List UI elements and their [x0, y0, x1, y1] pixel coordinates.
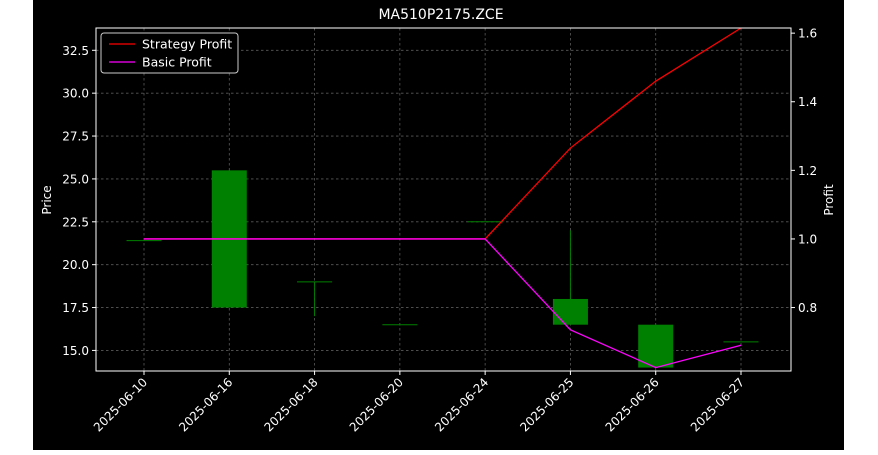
y-tick-label-left: 17.5 [62, 301, 89, 315]
x-tick-label: 2025-06-27 [688, 375, 747, 434]
y-tick-label-right: 1.4 [798, 95, 817, 109]
y-tick-label-right: 1.0 [798, 232, 817, 246]
x-tick-label: 2025-06-10 [91, 375, 150, 434]
x-tick-label: 2025-06-24 [432, 375, 491, 434]
y-tick-label-left: 25.0 [62, 172, 89, 186]
legend-box [100, 32, 239, 74]
chart-title: MA510P2175.ZCE [378, 7, 503, 23]
y-tick-label-right: 1.6 [798, 27, 817, 41]
y-axis-label-left: Price [40, 185, 54, 214]
y-axis-label-right: Profit [822, 184, 836, 216]
candles [126, 170, 759, 368]
series-line-1 [144, 238, 742, 369]
x-tick-label: 2025-06-16 [176, 375, 235, 434]
left-y-axis: 15.0 17.5 20.0 22.5 25.0 27.5 30.0 32.5 [62, 44, 96, 358]
grid-lines [96, 28, 791, 371]
y-tick-label-left: 22.5 [62, 215, 89, 229]
y-tick-label-left: 32.5 [62, 44, 89, 58]
right-y-axis: 0.8 1.0 1.2 1.4 1.6 [791, 27, 817, 315]
x-tick-label: 2025-06-18 [261, 375, 320, 434]
plot-frame [95, 27, 792, 372]
x-tick-label: 2025-06-26 [603, 375, 662, 434]
chart-figure: MA510P2175.ZCE 15.0 17.5 20.0 22.5 25.0 27.5 3… [33, 0, 844, 450]
x-axis: 2025-06-10 2025-06-16 2025-06-18 2025-06-20… [91, 371, 747, 434]
y-tick-label-left: 30.0 [62, 87, 89, 101]
y-tick-label-right: 0.8 [798, 301, 817, 315]
x-tick-label: 2025-06-25 [517, 375, 576, 434]
y-tick-label-left: 27.5 [62, 130, 89, 144]
legend-label-basic-profit: Basic Profit [142, 55, 212, 70]
x-tick-label: 2025-06-20 [347, 375, 406, 434]
legend: Strategy Profit Basic Profit [100, 32, 239, 74]
y-tick-label-left: 15.0 [62, 344, 89, 358]
y-tick-label-left: 20.0 [62, 258, 89, 272]
profit-lines [144, 27, 742, 369]
candlestick-chart: MA510P2175.ZCE 15.0 17.5 20.0 22.5 25.0 27.5 3… [40, 7, 836, 434]
candle-body [552, 298, 588, 325]
candle-body [638, 324, 674, 368]
y-tick-label-right: 1.2 [798, 164, 817, 178]
legend-label-strategy-profit: Strategy Profit [142, 37, 232, 52]
